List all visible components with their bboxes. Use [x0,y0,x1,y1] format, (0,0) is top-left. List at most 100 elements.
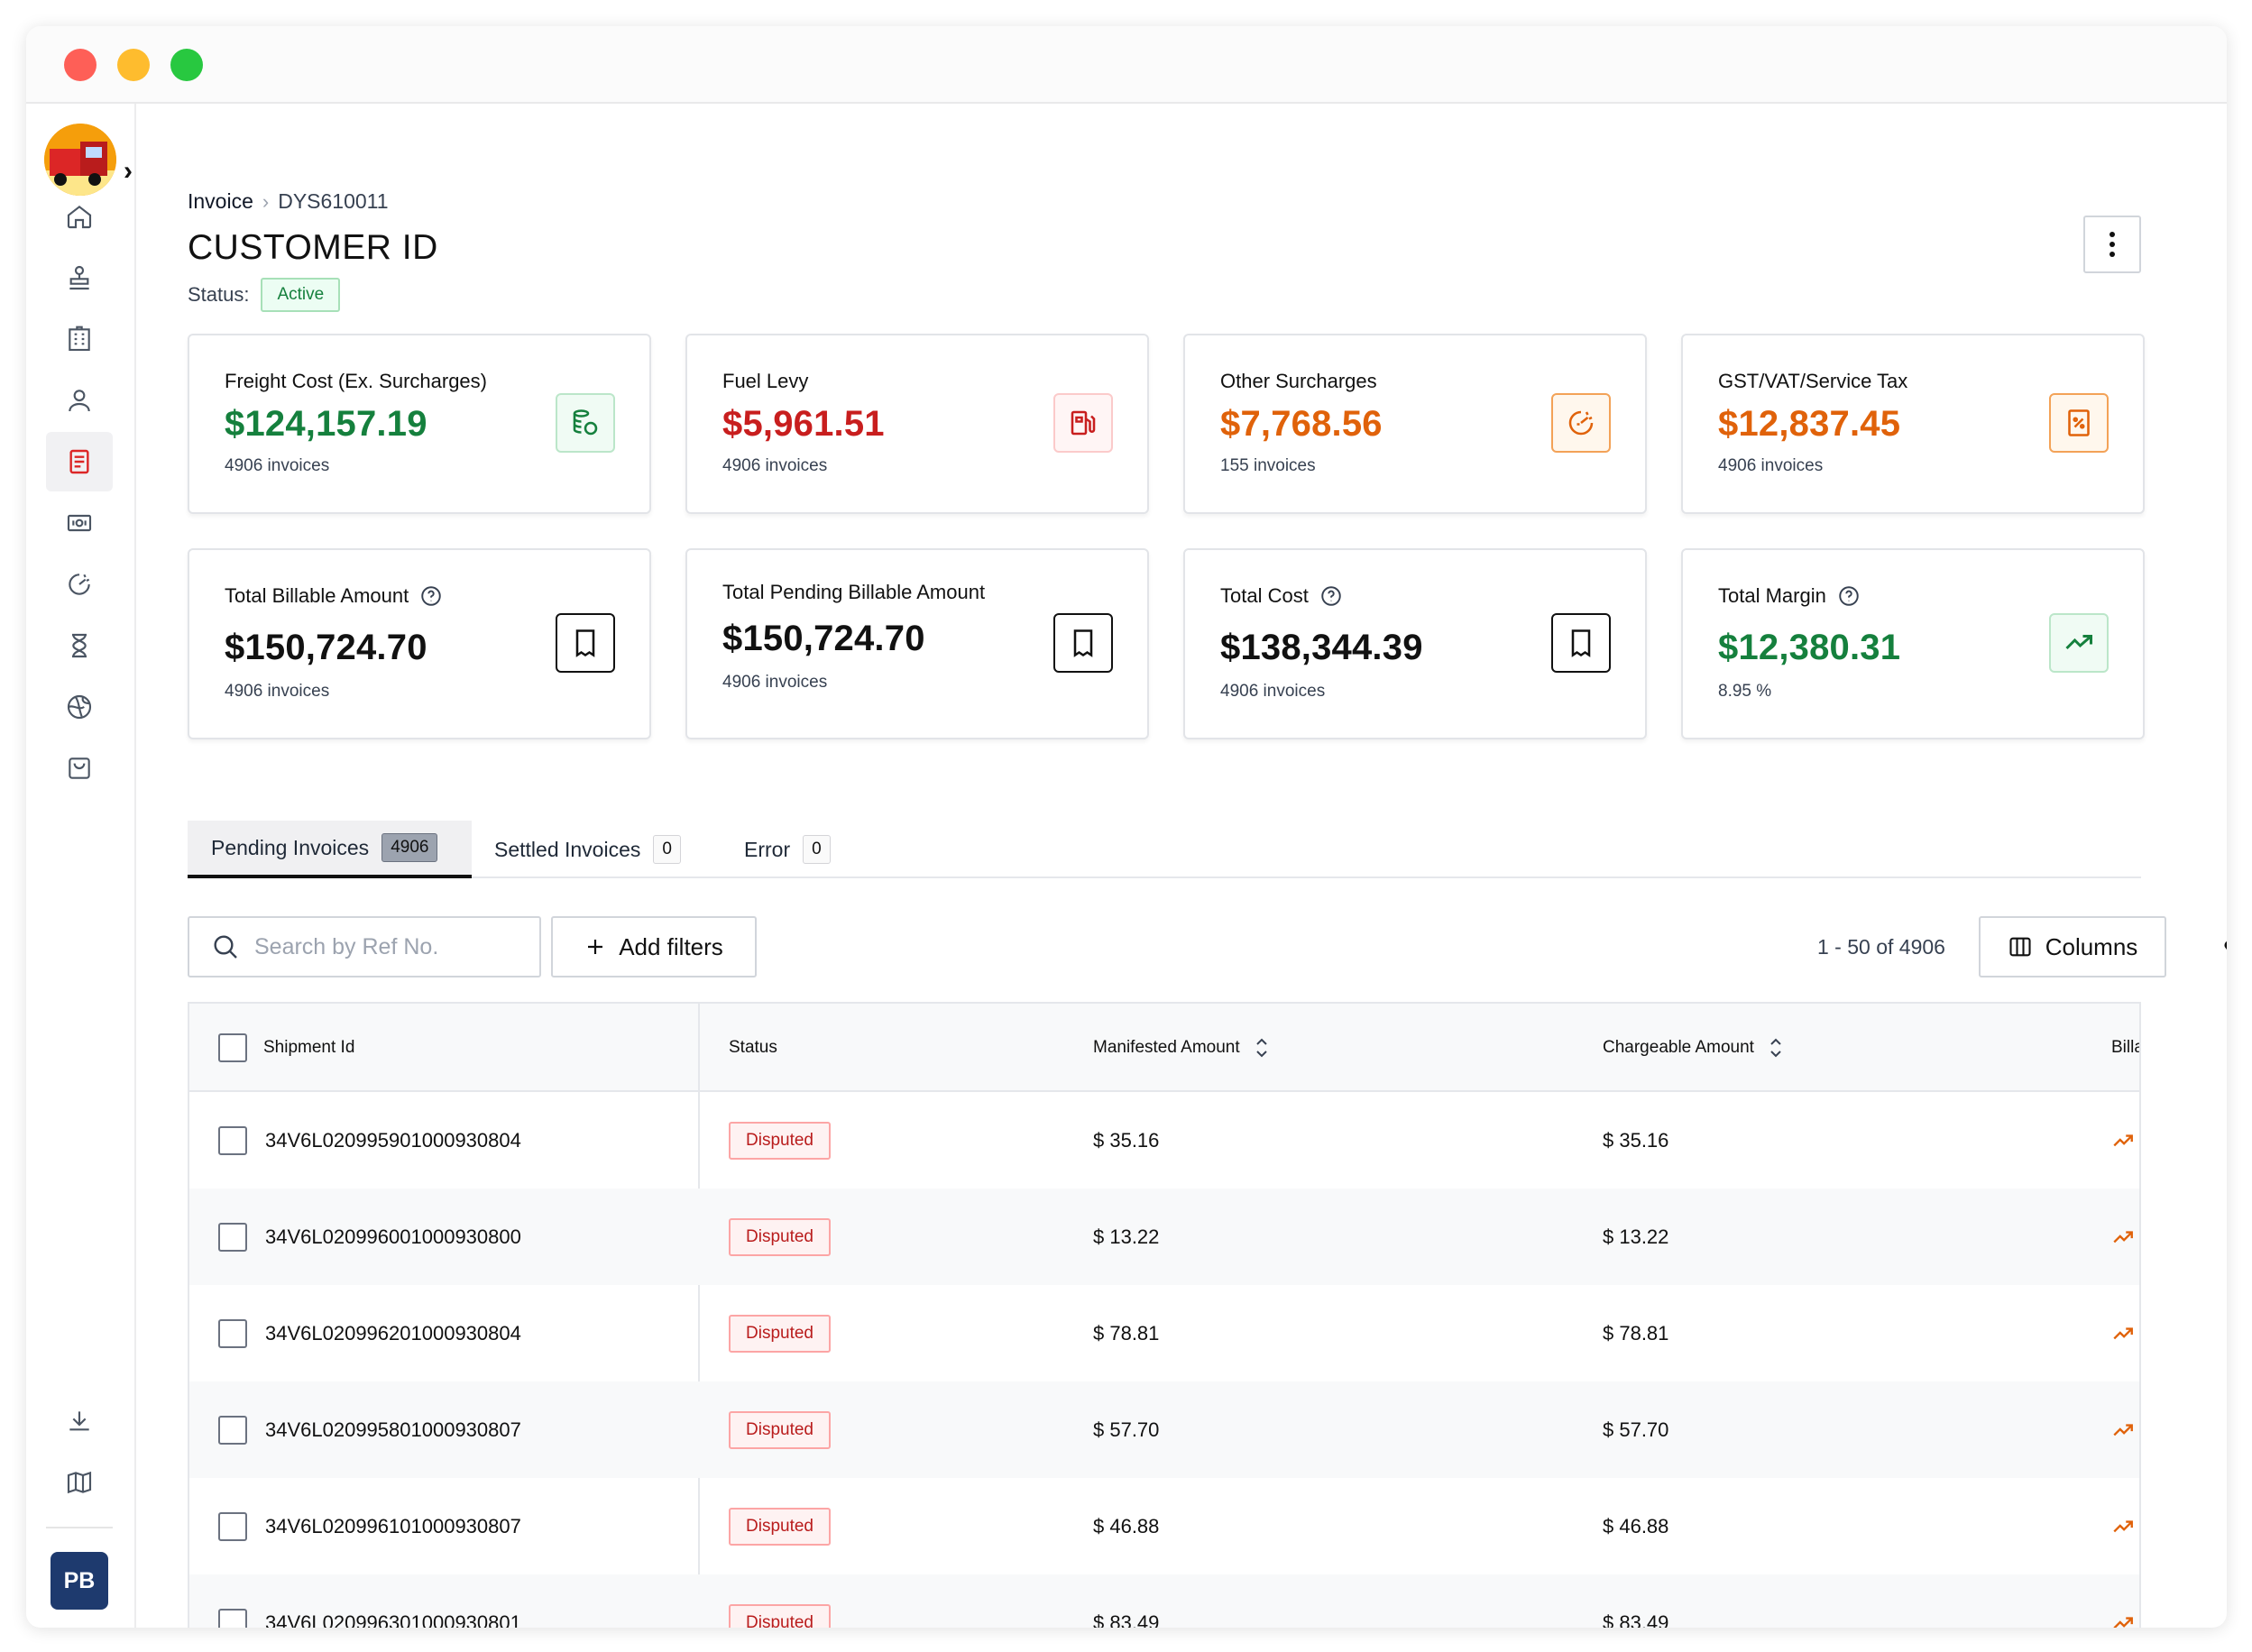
status-badge: Disputed [729,1314,831,1353]
help-icon[interactable] [1319,584,1343,608]
breadcrumb-root-link[interactable]: Invoice [188,189,253,213]
table-row[interactable]: 34V6L020995801000930807 Disputed $ 57.70… [189,1381,2139,1478]
company-logo[interactable] [44,124,116,196]
surcharge-icon [1551,393,1611,453]
sort-icon[interactable] [1253,1036,1271,1060]
building-icon [69,326,90,352]
tab-label: Settled Invoices [494,837,641,861]
sidebar-item-stamp[interactable] [46,248,113,307]
chargeable-amount: $ 46.88 [1603,1514,1669,1537]
card-label: Fuel Levy [722,370,809,392]
status-badge: Disputed [729,1507,831,1546]
window-close-button[interactable] [64,49,97,81]
row-checkbox[interactable] [218,1222,247,1252]
sidebar-item-map[interactable] [46,1453,113,1512]
manifested-amount: $ 78.81 [1093,1321,1160,1345]
header-shipment-id: Shipment Id [218,1004,354,1092]
shipment-id[interactable]: 34V6L020996001000930800 [265,1225,521,1248]
row-checkbox[interactable] [218,1608,247,1628]
tab-count-badge: 0 [803,835,831,864]
row-checkbox[interactable] [218,1318,247,1348]
columns-button[interactable]: Columns [1979,916,2166,977]
card-fuel-levy: Fuel Levy $5,961.51 4906 invoices [685,334,1149,514]
trending-up-icon [2049,613,2109,673]
tab-pending-invoices[interactable]: Pending Invoices 4906 [188,821,472,878]
search-input[interactable] [254,933,525,960]
help-icon[interactable] [1837,584,1861,608]
breadcrumb-separator-icon: › [262,189,270,213]
fuel-pump-icon [1053,393,1113,453]
table-row[interactable]: 34V6L020996301000930801 Disputed $ 83.49… [189,1574,2139,1628]
row-checkbox[interactable] [218,1125,247,1155]
shipment-id[interactable]: 34V6L020996101000930807 [265,1514,521,1537]
more-options-button[interactable] [2083,216,2141,273]
app-window: › [26,26,2227,1628]
manifested-amount: $ 35.16 [1093,1128,1160,1152]
card-label-text: Total Billable Amount [225,584,409,607]
search-icon [214,935,237,959]
shipment-id[interactable]: 34V6L020995801000930807 [265,1418,521,1441]
sidebar-item-pending[interactable] [46,616,113,675]
pagination-range: 1 - 50 of 4906 [1817,935,1945,959]
table-row[interactable]: 34V6L020996201000930804 Disputed $ 78.81… [189,1285,2139,1381]
shipment-id[interactable]: 34V6L020996301000930801 [265,1611,521,1629]
card-sub: 155 invoices [1220,456,1316,475]
table-row[interactable]: 34V6L020996001000930800 Disputed $ 13.22… [189,1189,2139,1285]
invoice-table: Shipment Id Status Manifested Amount Cha… [188,1002,2141,1628]
chargeable-amount: $ 78.81 [1603,1321,1669,1345]
search-box [188,916,541,977]
trend-icon [2111,1285,2135,1381]
card-label-text: Total Margin [1718,584,1826,607]
sidebar-item-downloads[interactable] [46,1391,113,1451]
sidebar-item-global[interactable] [46,677,113,737]
window-maximize-button[interactable] [170,49,203,81]
user-icon [69,390,90,412]
table-row[interactable]: 34V6L020996101000930807 Disputed $ 46.88… [189,1478,2139,1574]
hourglass-icon [72,633,87,658]
tab-settled-invoices[interactable]: Settled Invoices 0 [494,821,681,878]
row-checkbox[interactable] [218,1415,247,1445]
user-avatar[interactable]: PB [51,1552,108,1610]
tab-label: Pending Invoices [211,835,370,859]
shipment-id[interactable]: 34V6L020996201000930804 [265,1321,521,1345]
plus-icon [588,940,603,954]
sidebar-item-users[interactable] [46,371,113,430]
card-value: $138,344.39 [1220,628,1423,667]
map-icon [67,1471,92,1494]
card-value: $5,961.51 [722,404,885,444]
manifested-amount: $ 83.49 [1093,1611,1160,1629]
window-minimize-button[interactable] [117,49,150,81]
row-checkbox[interactable] [218,1511,247,1541]
select-all-checkbox[interactable] [218,1033,247,1062]
sidebar-item-home[interactable] [46,187,113,246]
sort-icon[interactable] [1767,1036,1785,1060]
home-icon [67,205,92,229]
help-icon[interactable] [419,584,443,608]
table-row[interactable]: 34V6L020995901000930804 Disputed $ 35.16… [189,1092,2139,1189]
header-label: Chargeable Amount [1603,1038,1754,1057]
receipt-icon [1551,613,1611,673]
sidebar-item-buildings[interactable] [46,309,113,369]
header-manifested-amount[interactable]: Manifested Amount [1093,1004,1271,1092]
window-titlebar [26,26,2227,104]
header-chargeable-amount[interactable]: Chargeable Amount [1603,1004,1785,1092]
card-sub: 4906 invoices [722,456,828,475]
add-filters-button[interactable]: Add filters [551,916,757,977]
sidebar-item-orders[interactable] [46,739,113,798]
card-label: Freight Cost (Ex. Surcharges) [225,370,487,392]
status-badge: Disputed [729,1603,831,1628]
chargeable-amount: $ 13.22 [1603,1225,1669,1248]
shipment-id[interactable]: 34V6L020995901000930804 [265,1128,521,1152]
status-badge: Disputed [729,1410,831,1449]
card-value: $12,380.31 [1718,628,1901,667]
receipt-icon [556,613,615,673]
sidebar-item-invoices[interactable] [46,432,113,491]
sidebar-expand-icon[interactable]: › [124,156,133,186]
sidebar-item-surcharges[interactable] [46,555,113,614]
tab-error[interactable]: Error 0 [744,821,831,878]
card-total-pending-billable: Total Pending Billable Amount $150,724.7… [685,548,1149,739]
breadcrumb-current: DYS610011 [278,189,389,213]
sidebar-item-payments[interactable] [46,493,113,553]
card-sub: 4906 invoices [1220,682,1326,701]
card-value: $150,724.70 [225,628,427,667]
